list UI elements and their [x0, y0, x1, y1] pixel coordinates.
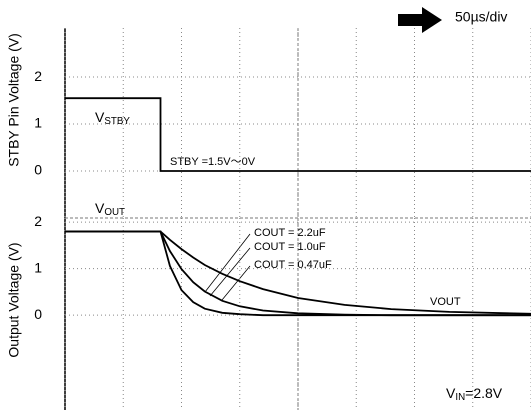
leader-lines — [204, 233, 251, 301]
trace-label: VOUT — [95, 200, 125, 218]
timebase-label: 50µs/div — [455, 9, 507, 25]
trace — [65, 230, 531, 315]
supply-label-sub: IN — [455, 392, 465, 403]
supply-label: VIN=2.8V — [446, 385, 503, 403]
y-tick-label: 0 — [34, 306, 42, 322]
y-tick-label: 1 — [34, 259, 42, 275]
arrow-icon — [398, 7, 442, 33]
y-tick-label: 0 — [34, 162, 42, 178]
y-axis-label: Output Voltage (V) — [6, 242, 22, 357]
stby-label: STBY =1.5V～0V — [170, 156, 256, 168]
supply-label-main: V — [446, 385, 456, 401]
y-tick-label: 2 — [34, 68, 42, 84]
vout-label: VOUT — [430, 296, 461, 308]
legend-label: COUT = 1.0uF — [254, 241, 326, 253]
trace — [65, 97, 531, 172]
legend-label: COUT = 0.47uF — [254, 259, 332, 271]
supply-label-rest: =2.8V — [465, 385, 503, 401]
series-label: VSTBY — [95, 109, 130, 127]
series-label-sub: STBY — [104, 116, 130, 127]
series-label-main: V — [95, 109, 105, 125]
y-axis-label: STBY Pin Voltage (V) — [6, 33, 22, 167]
trace-label-sub: OUT — [104, 207, 125, 218]
y-tick-label: 2 — [34, 213, 42, 229]
trace — [65, 230, 531, 317]
legend-label: COUT = 2.2uF — [254, 227, 326, 239]
y-tick-label: 1 — [34, 115, 42, 131]
trace-label-main: V — [95, 200, 105, 216]
